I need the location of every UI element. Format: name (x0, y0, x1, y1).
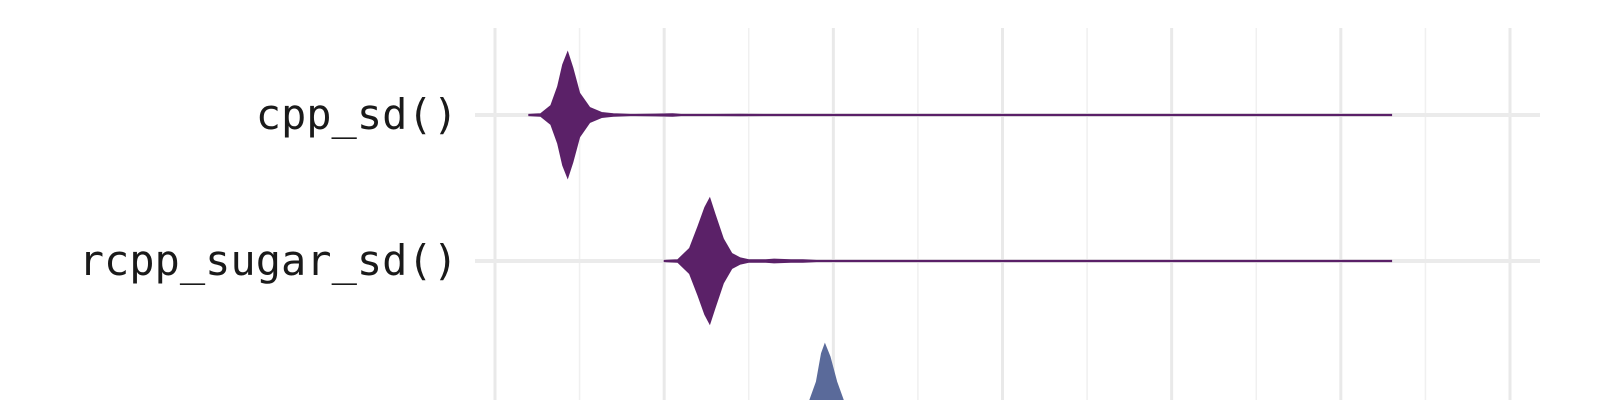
y-tick-label: cpp_sd() (256, 90, 458, 139)
violin-shape (800, 342, 850, 405)
y-tick-label: rcpp_sugar_sd() (79, 236, 458, 285)
violin-shape (528, 50, 1393, 180)
violin-shape (663, 196, 1393, 326)
